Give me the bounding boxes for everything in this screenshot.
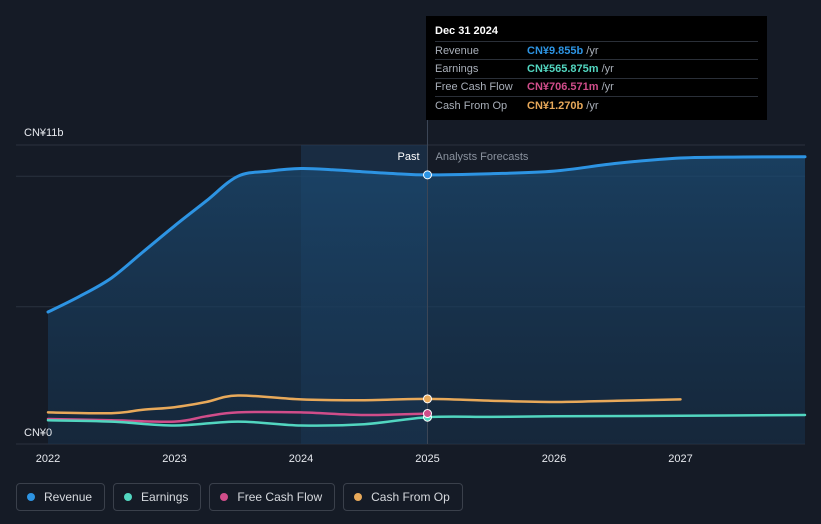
revenue-area bbox=[48, 156, 805, 444]
tooltip-unit: /yr bbox=[586, 99, 599, 112]
tooltip-unit: /yr bbox=[601, 81, 614, 94]
forecast-label: Analysts Forecasts bbox=[436, 151, 529, 163]
tooltip-row-earnings: Earnings CN¥565.875m /yr bbox=[435, 59, 758, 77]
legend-dot-icon bbox=[220, 493, 229, 501]
series-lines bbox=[46, 155, 807, 427]
y-axis-top-label: CN¥11b bbox=[24, 127, 64, 139]
earnings-line bbox=[46, 413, 807, 427]
legend-label: Revenue bbox=[44, 490, 93, 504]
revenue-marker bbox=[423, 170, 432, 180]
revenue-line bbox=[46, 155, 807, 314]
tooltip-row-revenue: Revenue CN¥9.855b /yr bbox=[435, 41, 758, 59]
legend-dot-icon bbox=[124, 493, 133, 501]
cash-from-op-line bbox=[46, 394, 682, 415]
tooltip-value: CN¥9.855b bbox=[527, 44, 584, 57]
legend-label: Cash From Op bbox=[371, 490, 450, 504]
tooltip-label: Revenue bbox=[435, 44, 480, 57]
legend-item-revenue[interactable]: Revenue bbox=[16, 483, 106, 511]
tooltip-date: Dec 31 2024 bbox=[435, 25, 498, 37]
tooltip-value: CN¥565.875m bbox=[527, 62, 599, 75]
tooltip-label: Free Cash Flow bbox=[435, 81, 513, 94]
legend-dot-icon bbox=[354, 493, 363, 501]
tooltip-value: CN¥1.270b bbox=[527, 99, 584, 112]
tooltip-unit: /yr bbox=[601, 62, 614, 75]
legend-label: Earnings bbox=[141, 490, 189, 504]
tooltip-label: Cash From Op bbox=[435, 99, 508, 112]
free-cash-flow-marker bbox=[423, 409, 432, 419]
tooltip-markers bbox=[423, 170, 432, 422]
tooltip-unit: /yr bbox=[586, 44, 599, 57]
cash-from-op-marker bbox=[423, 394, 432, 404]
series-areas bbox=[48, 156, 805, 444]
y-axis-bottom-label: CN¥0 bbox=[24, 427, 52, 439]
axis-labels: CN¥11b CN¥0 Past Analysts Forecasts bbox=[24, 127, 529, 439]
legend-item-earnings[interactable]: Earnings bbox=[113, 483, 202, 511]
tooltip-label: Earnings bbox=[435, 62, 479, 75]
x-tick-label: 2024 bbox=[289, 453, 313, 465]
legend-item-cash-from-op[interactable]: Cash From Op bbox=[343, 483, 463, 511]
legend-dot-icon bbox=[27, 493, 35, 501]
x-tick-label: 2025 bbox=[415, 453, 439, 465]
tooltip-row-free-cash-flow: Free Cash Flow CN¥706.571m /yr bbox=[435, 77, 758, 96]
legend-item-free-cash-flow[interactable]: Free Cash Flow bbox=[209, 483, 336, 511]
x-tick-label: 2026 bbox=[542, 453, 566, 465]
x-tick-label: 2022 bbox=[36, 453, 60, 465]
tooltip: Dec 31 2024 Revenue CN¥9.855b /yr Earnin… bbox=[426, 16, 767, 120]
x-axis-ticks: 2022 2023 2024 2025 2026 2027 bbox=[36, 453, 693, 465]
tooltip-value: CN¥706.571m bbox=[527, 81, 599, 94]
x-tick-label: 2027 bbox=[668, 453, 692, 465]
tooltip-row-cash-from-op: Cash From Op CN¥1.270b /yr bbox=[435, 95, 758, 114]
legend-label: Free Cash Flow bbox=[237, 490, 323, 504]
x-tick-label: 2023 bbox=[162, 453, 186, 465]
legend: Revenue Earnings Free Cash Flow Cash Fro… bbox=[16, 483, 463, 511]
free-cash-flow-line bbox=[46, 410, 429, 423]
past-label: Past bbox=[397, 151, 419, 163]
